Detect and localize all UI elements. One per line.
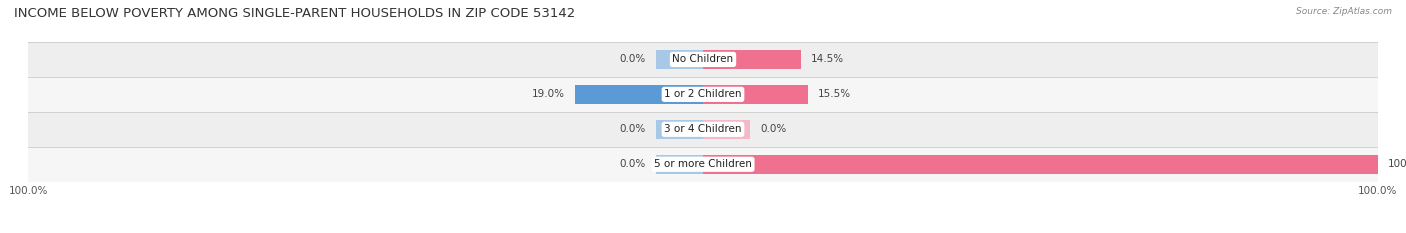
Bar <box>655 50 703 69</box>
Text: 15.5%: 15.5% <box>818 89 851 99</box>
Text: 0.0%: 0.0% <box>620 55 645 64</box>
Text: 0.0%: 0.0% <box>620 159 645 169</box>
Bar <box>703 50 801 69</box>
Text: INCOME BELOW POVERTY AMONG SINGLE-PARENT HOUSEHOLDS IN ZIP CODE 53142: INCOME BELOW POVERTY AMONG SINGLE-PARENT… <box>14 7 575 20</box>
Text: 0.0%: 0.0% <box>761 124 786 134</box>
Text: 0.0%: 0.0% <box>620 124 645 134</box>
Bar <box>655 120 703 139</box>
Text: 100.0%: 100.0% <box>1388 159 1406 169</box>
Bar <box>703 85 807 104</box>
Text: 1 or 2 Children: 1 or 2 Children <box>664 89 742 99</box>
Text: 19.0%: 19.0% <box>531 89 565 99</box>
Bar <box>703 155 1378 174</box>
Text: Source: ZipAtlas.com: Source: ZipAtlas.com <box>1296 7 1392 16</box>
Text: 14.5%: 14.5% <box>811 55 844 64</box>
Bar <box>28 147 1378 182</box>
Bar <box>655 155 703 174</box>
Text: 3 or 4 Children: 3 or 4 Children <box>664 124 742 134</box>
Bar <box>28 112 1378 147</box>
Text: No Children: No Children <box>672 55 734 64</box>
Bar <box>575 85 703 104</box>
Bar <box>703 120 751 139</box>
Text: 5 or more Children: 5 or more Children <box>654 159 752 169</box>
Bar <box>28 77 1378 112</box>
Bar <box>28 42 1378 77</box>
